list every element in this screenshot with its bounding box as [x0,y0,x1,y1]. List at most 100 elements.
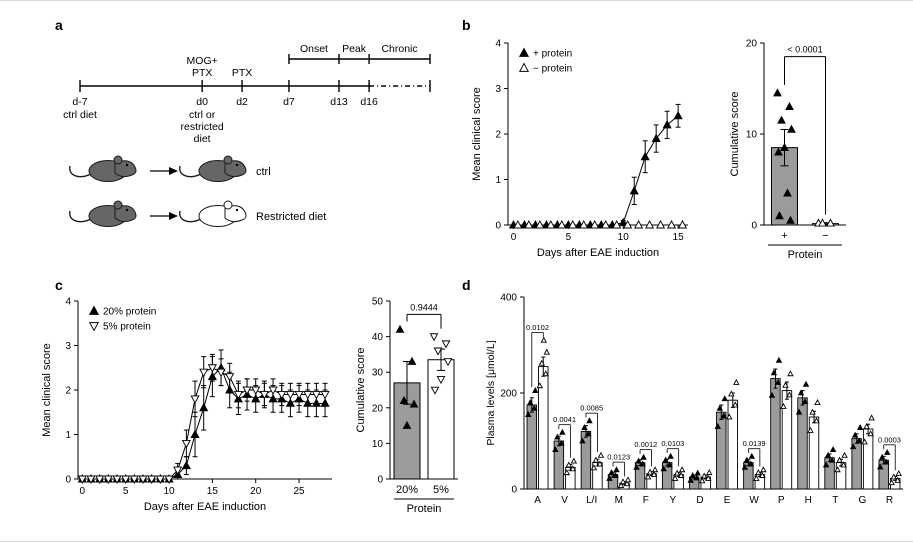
data-point-marker [748,452,756,459]
timeline-day-label: d7 [283,96,295,108]
data-point-marker [747,460,755,467]
mouse-tail [69,210,92,223]
bar [526,404,537,490]
data-point-marker [741,463,749,470]
x-tick-label: Y [670,495,677,506]
data-point-marker [633,463,640,470]
data-point-marker [759,472,766,478]
data-point-marker [181,439,191,449]
y-axis-label: Mean clinical score [41,343,53,437]
y-tick-label: 50 [372,297,384,308]
data-point-marker [639,460,646,467]
data-point-marker [525,411,532,417]
data-point-marker [716,404,724,411]
data-point-marker [538,359,546,366]
data-point-marker [617,482,625,489]
data-point-marker [807,426,814,433]
data-point-marker [651,466,659,473]
timeline-day-label: d2 [236,96,248,108]
c_bar-chart: 0 10 20 30 40 50 Cumulative score 20% 5% Protein 0… [355,297,458,515]
data-point-marker [868,414,875,421]
b_line-chart: 0 5 10 15 0 1 2 3 4 Days after EAE induction Mean … [471,39,688,259]
y-tick-label: 3 [495,84,501,95]
data-point-marker [590,464,598,471]
data-point-marker [780,142,789,151]
timeline-sub-label: restricted [181,121,224,133]
data-point-marker [531,404,538,411]
mouse-tail [179,165,202,178]
timeline-sub-label: ctrl diet [63,109,97,121]
y-tick-label: 20 [372,403,384,414]
data-point-marker [743,456,751,463]
data-point-marker [407,356,417,365]
data-point-marker [714,423,722,429]
x-tick-label: H [805,495,812,506]
y-tick-label: 0 [65,475,71,486]
mouse-row-label: ctrl [256,166,271,178]
data-point-marker [802,380,810,387]
arrow-icon [169,212,178,220]
p-value: 0.0123 [607,453,630,462]
data-point-marker [216,368,226,378]
data-point-marker [851,431,859,438]
data-point-marker [579,437,586,444]
y-tick-label: 200 [500,389,517,400]
data-point-marker [536,382,544,389]
data-point-marker [121,475,131,484]
y-tick-label: 20 [746,39,758,50]
data-point-marker [644,473,652,480]
data-point-marker [645,220,655,229]
data-point-marker [199,402,209,412]
x-tick-label: 15 [207,486,219,497]
timeline-sub-label: ctrl or [189,109,216,121]
data-point-marker [721,395,729,402]
timeline-annotation: MOG+ [187,55,218,67]
p-value: < 0.0001 [787,45,822,55]
p-value: 0.0139 [743,439,766,448]
x-tick-label: 20 [250,486,262,497]
data-point-marker [311,391,321,400]
phase-label: Onset [300,43,328,55]
data-point-marker [586,417,593,424]
data-point-marker [867,430,874,437]
x-tick-label: M [615,495,623,506]
mouse-row-label: Restricted diet [256,211,326,223]
data-point-marker [569,465,577,472]
data-point-marker [841,451,848,458]
x-tick-label: D [696,495,703,506]
p-value: 0.9444 [410,302,438,312]
data-point-marker [612,472,619,478]
x-axis-label: Days after EAE induction [144,501,266,513]
data-point-marker [518,47,530,57]
y-tick-label: 1 [495,175,501,186]
mouse-head [114,160,137,178]
data-point-marker [809,408,816,415]
bar-category-label: − [822,230,828,242]
data-point-marker [689,472,696,478]
data-point-marker [77,475,87,484]
data-point-marker [95,475,105,484]
mouse-eye [125,208,129,212]
data-point-marker [777,115,786,124]
white-mouse-icon [179,200,247,227]
data-point-marker [527,399,534,405]
data-point-marker [660,465,667,472]
data-point-marker [785,101,794,111]
data-point-marker [673,469,681,476]
data-point-marker [268,386,278,395]
data-point-marker [554,433,561,440]
data-point-marker [597,451,605,458]
x-tick-label: 10 [163,486,175,497]
data-point-marker [646,468,654,475]
data-point-marker [774,378,782,385]
data-point-marker [606,474,613,481]
data-point-marker [640,151,650,161]
data-point-marker [568,220,578,229]
y-tick-label: 3 [65,341,71,352]
data-point-marker [320,391,330,400]
data-point-marker [596,460,604,467]
data-point-marker [155,475,165,484]
timeline-day-label: d-7 [72,96,87,108]
data-point-marker [624,476,632,483]
data-point-marker [613,466,620,473]
